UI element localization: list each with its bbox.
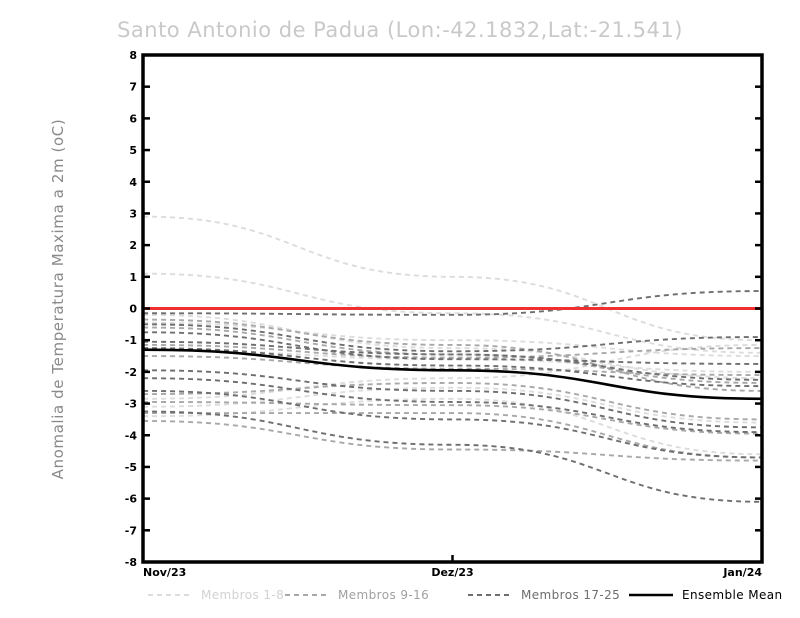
y-tick-label: 4 xyxy=(129,176,137,189)
series-line xyxy=(142,397,763,456)
zero-reference-line xyxy=(142,307,763,401)
series-line xyxy=(142,343,763,400)
y-tick-label: -6 xyxy=(125,493,138,506)
series-line xyxy=(142,326,763,384)
page-title: Santo Antonio de Padua (Lon:-42.1832,Lat… xyxy=(117,18,683,42)
y-tick-label: 0 xyxy=(129,303,137,316)
y-axis-ticks: 8 7 6 5 4 3 2 1 0 -1 -2 -3 -4 -5 -6 -7 -8 xyxy=(125,49,762,569)
series-line xyxy=(142,401,763,435)
series-line xyxy=(142,323,763,353)
series-line xyxy=(142,290,763,316)
series-line xyxy=(142,369,763,429)
series-line xyxy=(142,410,763,503)
y-tick-label: -1 xyxy=(125,334,137,347)
series-line xyxy=(142,321,763,357)
series-layer xyxy=(142,215,763,503)
series-line xyxy=(142,215,763,342)
series-line xyxy=(142,347,763,388)
series-line xyxy=(142,331,763,365)
x-axis-ticks: Nov/23 Dez/23 Jan/24 xyxy=(141,555,764,579)
y-tick-label: 8 xyxy=(129,49,137,62)
y-tick-label: -2 xyxy=(125,366,137,379)
series-line xyxy=(142,318,763,392)
y-tick-label: 2 xyxy=(129,239,137,252)
y-tick-label: 5 xyxy=(129,144,137,157)
series-line xyxy=(142,313,763,380)
series-line xyxy=(142,272,763,354)
series-line xyxy=(142,412,763,459)
series-line xyxy=(142,340,763,381)
y-tick-label: -3 xyxy=(125,398,137,411)
y-tick-label: 1 xyxy=(129,271,137,284)
series-line xyxy=(142,420,763,462)
legend-label: Ensemble Mean xyxy=(682,588,783,602)
y-tick-label: 3 xyxy=(129,207,137,220)
y-tick-label: -8 xyxy=(125,556,137,569)
y-tick-label: 6 xyxy=(129,112,137,125)
y-tick-label: -7 xyxy=(125,524,137,537)
y-tick-label: -4 xyxy=(125,429,138,442)
series-line xyxy=(142,343,763,359)
y-tick-label: 7 xyxy=(129,81,137,94)
x-tick-label: Dez/23 xyxy=(431,566,473,579)
legend-label: Membros 17-25 xyxy=(521,588,620,602)
x-tick-label: Jan/24 xyxy=(722,566,762,579)
series-line xyxy=(142,382,763,421)
series-line xyxy=(142,389,763,459)
series-line xyxy=(142,377,763,434)
series-line xyxy=(142,355,763,376)
y-tick-label: -5 xyxy=(125,461,137,474)
x-tick-label: Nov/23 xyxy=(143,566,186,579)
legend-label: Membros 1-8 xyxy=(201,588,284,602)
ensemble-mean-line xyxy=(142,348,763,401)
chart-legend: Membros 1-8 Membros 9-16 Membros 17-25 Ense… xyxy=(148,588,783,602)
legend-label: Membros 9-16 xyxy=(338,588,429,602)
